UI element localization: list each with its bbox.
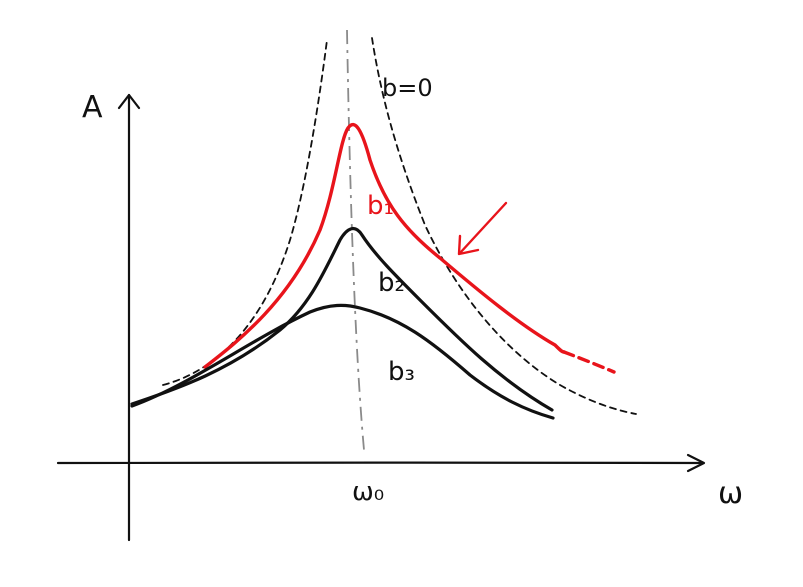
curve-b3-label: b₃ <box>388 357 415 387</box>
x-axis-arrowhead <box>686 453 706 473</box>
x-axis-label: ω <box>718 476 743 511</box>
y-axis-label: A <box>82 90 103 125</box>
curve-b1-solid <box>203 122 566 369</box>
curve-b3 <box>130 303 555 420</box>
curve-b1-dashed-tail <box>562 350 616 374</box>
red-arrow-icon <box>457 201 508 256</box>
curve-b2 <box>130 226 554 412</box>
curve-b1-label: b₁ <box>367 191 394 221</box>
curve-b2-label: b₂ <box>378 268 405 298</box>
resonance-tick-label: ω₀ <box>352 477 384 507</box>
axes <box>56 93 706 542</box>
curve-b1 <box>203 122 616 374</box>
curve-b0-right-branch <box>371 37 637 415</box>
y-axis-arrowhead <box>117 93 141 110</box>
resonance-guide-line <box>346 29 365 451</box>
curve-b0-label: b=0 <box>382 74 433 102</box>
